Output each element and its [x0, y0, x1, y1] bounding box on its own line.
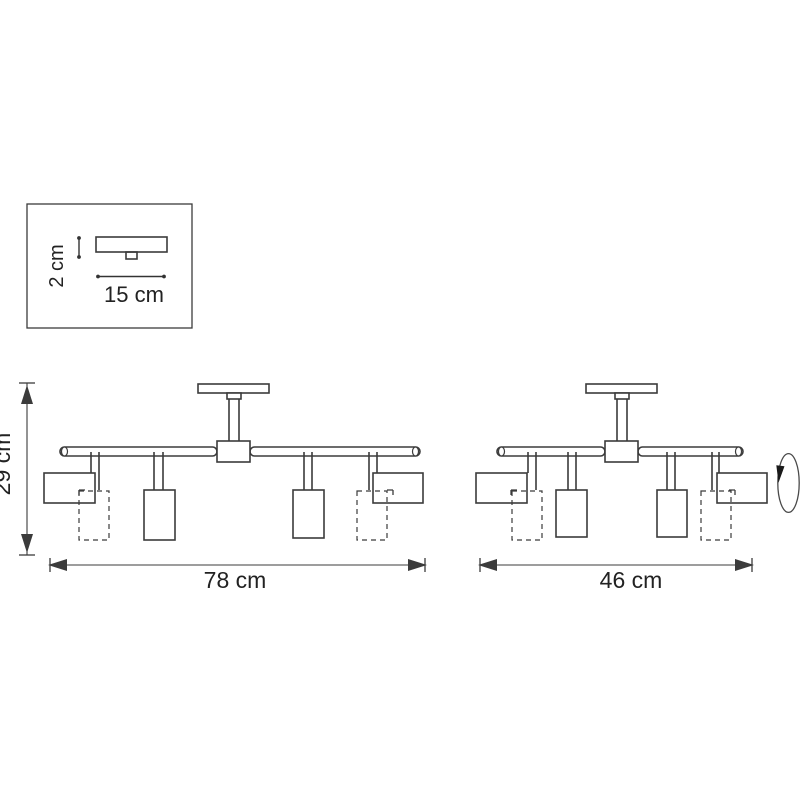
svg-text:46 cm: 46 cm [600, 567, 663, 593]
svg-text:78 cm: 78 cm [204, 567, 267, 593]
svg-text:2 cm: 2 cm [46, 244, 68, 287]
svg-text:29 cm: 29 cm [0, 433, 15, 496]
svg-text:15 cm: 15 cm [104, 282, 164, 307]
